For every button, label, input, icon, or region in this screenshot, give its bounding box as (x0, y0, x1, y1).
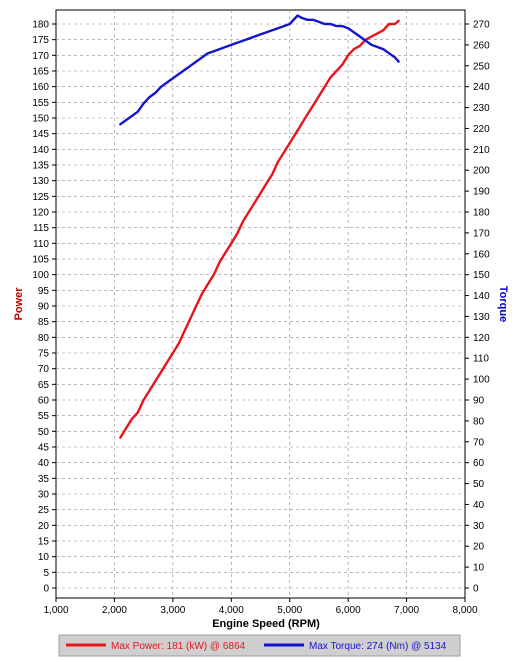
y-left-tick-label: 75 (38, 349, 50, 360)
y-left-tick-label: 85 (38, 317, 50, 328)
x-tick-label: 8,000 (452, 605, 477, 616)
x-tick-label: 4,000 (219, 605, 244, 616)
y-left-tick-label: 150 (32, 114, 49, 125)
legend-torque-text: Max Torque: 274 (Nm) @ 5134 (309, 641, 447, 652)
y-left-tick-label: 55 (38, 411, 50, 422)
y-right-tick-label: 80 (473, 416, 485, 427)
y-right-tick-label: 120 (473, 333, 490, 344)
y-right-tick-label: 210 (473, 145, 490, 156)
y-right-tick-label: 130 (473, 312, 490, 323)
y-left-tick-label: 65 (38, 380, 50, 391)
y-right-tick-label: 180 (473, 208, 490, 219)
y-right-tick-label: 110 (473, 354, 489, 365)
y-right-tick-label: 230 (473, 103, 490, 114)
y-right-tick-label: 10 (473, 563, 485, 574)
y-left-tick-label: 40 (38, 458, 50, 469)
y-left-axis-title: Power (13, 287, 25, 321)
y-right-tick-label: 0 (473, 584, 479, 595)
y-left-tick-label: 120 (32, 208, 49, 219)
y-right-tick-label: 90 (473, 396, 485, 407)
y-left-tick-label: 60 (38, 396, 50, 407)
y-left-tick-label: 15 (38, 537, 50, 548)
y-right-tick-label: 160 (473, 249, 490, 260)
y-left-tick-label: 10 (38, 552, 50, 563)
y-right-tick-label: 100 (473, 375, 490, 386)
x-tick-label: 2,000 (102, 605, 127, 616)
y-left-tick-label: 105 (32, 255, 49, 266)
y-left-tick-label: 50 (38, 427, 50, 438)
y-left-tick-label: 160 (32, 82, 49, 93)
y-right-tick-label: 240 (473, 82, 490, 93)
y-left-tick-label: 140 (32, 145, 49, 156)
y-left-tick-label: 155 (32, 98, 49, 109)
y-left-tick-label: 180 (32, 20, 49, 31)
y-right-tick-label: 200 (473, 166, 490, 177)
power-series-line (119, 19, 400, 439)
y-left-tick-label: 90 (38, 302, 50, 313)
y-right-tick-label: 150 (473, 270, 490, 281)
torque-series-line (119, 14, 400, 126)
y-left-tick-label: 100 (32, 270, 49, 281)
y-right-tick-label: 60 (473, 458, 485, 469)
series-layer (119, 14, 400, 439)
y-right-tick-label: 140 (473, 291, 490, 302)
y-left-tick-label: 110 (33, 239, 49, 250)
y-right-tick-label: 30 (473, 521, 485, 532)
ticks-layer: 0 5 10 15 20 25 30 35 40 45 50 55 60 65 70 75 80 85 90 95 10… (32, 20, 490, 617)
y-left-tick-label: 135 (32, 161, 49, 172)
y-left-tick-label: 175 (32, 35, 49, 46)
y-right-tick-label: 190 (473, 187, 490, 198)
x-tick-label: 5,000 (277, 605, 302, 616)
y-left-tick-label: 35 (38, 474, 50, 485)
y-right-tick-label: 270 (473, 20, 490, 31)
y-right-tick-label: 70 (473, 437, 485, 448)
y-right-tick-label: 250 (473, 61, 490, 72)
y-right-tick-label: 20 (473, 542, 485, 553)
x-tick-label: 7,000 (394, 605, 419, 616)
legend-power-text: Max Power: 181 (kW) @ 6864 (111, 641, 246, 652)
y-right-axis-title: Torque (497, 286, 509, 322)
y-left-tick-label: 45 (38, 443, 50, 454)
plot-frame (55, 9, 466, 599)
y-left-tick-label: 115 (33, 223, 49, 234)
y-right-tick-label: 40 (473, 500, 485, 511)
y-left-tick-label: 70 (38, 364, 50, 375)
y-left-tick-label: 0 (43, 584, 49, 595)
x-tick-label: 6,000 (336, 605, 361, 616)
y-right-tick-label: 50 (473, 479, 485, 490)
y-left-tick-label: 25 (38, 505, 50, 516)
y-right-tick-label: 260 (473, 40, 490, 51)
y-left-tick-label: 165 (32, 67, 49, 78)
y-right-tick-label: 170 (473, 228, 490, 239)
y-left-tick-label: 130 (32, 176, 49, 187)
x-axis-title: Engine Speed (RPM) (212, 618, 320, 630)
y-left-tick-label: 20 (38, 521, 50, 532)
y-left-tick-label: 30 (38, 490, 50, 501)
y-left-tick-label: 5 (43, 568, 49, 579)
y-left-tick-label: 170 (32, 51, 49, 62)
x-tick-label: 3,000 (160, 605, 185, 616)
y-left-tick-label: 95 (38, 286, 50, 297)
y-left-tick-label: 145 (32, 129, 49, 140)
y-left-tick-label: 80 (38, 333, 50, 344)
legend-box (58, 634, 461, 657)
y-left-tick-label: 125 (32, 192, 49, 203)
x-tick-label: 1,000 (43, 605, 68, 616)
y-right-tick-label: 220 (473, 124, 490, 135)
